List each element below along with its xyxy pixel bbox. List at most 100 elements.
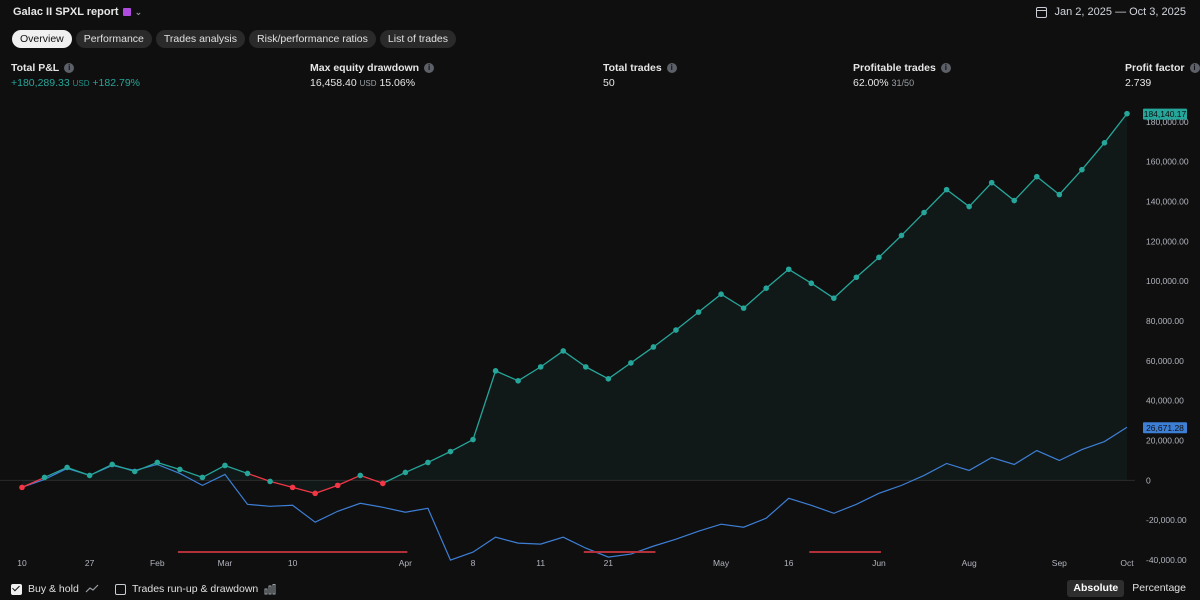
strategy-line-segment xyxy=(1081,142,1105,171)
strategy-line-segment xyxy=(540,350,564,368)
strategy-line-segment xyxy=(878,234,902,258)
report-selector[interactable]: Galac II SPXL report ⌄ xyxy=(13,6,142,18)
metric-total-pnl: Total P&L i +180,289.33 USD +182.79% xyxy=(11,61,140,90)
info-icon[interactable]: i xyxy=(64,62,75,73)
equity-point xyxy=(492,368,499,374)
strategy-line-segment xyxy=(337,474,361,486)
buy-hold-toggle[interactable]: Buy & hold xyxy=(11,583,99,595)
strategy-line-segment xyxy=(292,486,316,494)
equity-point xyxy=(109,461,116,468)
tab-risk-performance[interactable]: Risk/performance ratios xyxy=(249,30,376,48)
metric-unit: USD xyxy=(359,79,377,88)
strategy-line-segment xyxy=(472,370,497,440)
strategy-line-segment xyxy=(653,329,677,348)
info-icon[interactable]: i xyxy=(1189,62,1200,73)
metric-profitable-trades: Profitable trades i 62.00% 31/50 xyxy=(853,61,951,89)
equity-point xyxy=(199,474,206,481)
info-icon[interactable]: i xyxy=(424,62,435,73)
calendar-icon xyxy=(1035,6,1047,18)
y-tick-label: 0 xyxy=(1146,475,1151,485)
metric-label: Total trades xyxy=(603,61,662,74)
strategy-area xyxy=(22,113,1127,494)
x-tick-label: Feb xyxy=(150,558,165,568)
equity-point xyxy=(86,472,93,479)
bar-chart-icon xyxy=(264,583,276,594)
metric-label: Total P&L xyxy=(11,61,60,74)
info-icon[interactable]: i xyxy=(940,62,951,73)
metric-label: Profitable trades xyxy=(853,61,936,74)
x-tick-label: 27 xyxy=(85,558,95,568)
strategy-line-segment xyxy=(382,471,406,484)
chevron-down-icon: ⌄ xyxy=(134,6,143,17)
strategy-line-segment xyxy=(562,350,587,368)
strategy-line-segment xyxy=(269,480,293,488)
equity-point xyxy=(402,469,409,476)
x-tick-label: 16 xyxy=(784,558,794,568)
y-tick-label: 80,000.00 xyxy=(1146,316,1184,326)
date-range-selector[interactable]: Jan 2, 2025 — Oct 3, 2025 xyxy=(1035,6,1186,18)
x-tick-label: Mar xyxy=(218,558,233,568)
equity-point xyxy=(154,459,161,466)
equity-point xyxy=(289,484,296,491)
x-tick-label: 21 xyxy=(604,558,614,568)
runup-label: Trades run-up & drawdown xyxy=(132,583,259,595)
strategy-line-segment xyxy=(855,256,880,278)
equity-point xyxy=(628,360,634,366)
metric-value: 16,458.40 xyxy=(310,77,357,89)
equity-point xyxy=(41,474,48,481)
y-tick-label: -40,000.00 xyxy=(1146,555,1187,565)
equity-point xyxy=(19,484,25,491)
equity-chart[interactable]: 180,000.00 160,000.00 140,000.00 120,000.00… xyxy=(0,98,1200,576)
absolute-button[interactable]: Absolute xyxy=(1067,580,1125,597)
x-tick-label: Oct xyxy=(1120,558,1134,568)
equity-point xyxy=(650,344,657,350)
strategy-line-segment xyxy=(833,276,857,299)
equity-point xyxy=(988,179,995,186)
equity-point xyxy=(447,448,454,455)
strategy-line-segment xyxy=(314,484,338,494)
runup-drawdown-toggle[interactable]: Trades run-up & drawdown xyxy=(115,583,276,595)
info-icon[interactable]: i xyxy=(666,62,677,73)
equity-point xyxy=(357,472,364,479)
percentage-button[interactable]: Percentage xyxy=(1132,582,1186,594)
strategy-line-segment xyxy=(923,189,948,213)
strategy-line-segment xyxy=(134,461,158,473)
strategy-line-segment xyxy=(360,474,384,485)
metric-label: Max equity drawdown xyxy=(310,61,420,74)
y-tick-label: 160,000.00 xyxy=(1146,157,1189,167)
x-tick-label: Jun xyxy=(872,558,886,568)
report-tabs: Overview Performance Trades analysis Ris… xyxy=(12,30,457,48)
checkbox-checked-icon[interactable] xyxy=(11,583,22,595)
equity-point xyxy=(1033,173,1040,180)
x-tick-label: 11 xyxy=(536,558,545,568)
strategy-line-segment xyxy=(202,464,226,478)
checkbox-unchecked-icon[interactable] xyxy=(115,583,126,595)
metric-value: 50 xyxy=(603,77,615,89)
equity-point xyxy=(921,209,927,216)
equity-point xyxy=(740,305,747,311)
strategy-line-segment xyxy=(1058,169,1083,196)
footer-bar: Buy & hold Trades run-up & drawdown Abso… xyxy=(0,578,1200,600)
tab-performance[interactable]: Performance xyxy=(75,30,152,48)
equity-point xyxy=(515,378,521,384)
y-tick-label: 100,000.00 xyxy=(1146,276,1189,286)
strategy-line-segment xyxy=(179,468,203,479)
tab-overview[interactable]: Overview xyxy=(12,30,72,48)
equity-point xyxy=(582,364,589,370)
y-tick-label: 140,000.00 xyxy=(1146,197,1189,207)
last-value-label: 184,140.17 xyxy=(1144,109,1187,119)
metric-profit-factor: Profit factor i 2.739 xyxy=(1125,61,1200,89)
equity-point xyxy=(1056,191,1063,198)
equity-point xyxy=(876,254,882,261)
strategy-line-segment xyxy=(157,461,181,471)
metric-value: 62.00% xyxy=(853,77,889,89)
tab-list-of-trades[interactable]: List of trades xyxy=(379,30,457,48)
equity-point xyxy=(177,466,183,473)
strategy-line-segment xyxy=(112,463,135,473)
x-tick-label: Apr xyxy=(399,558,412,568)
scale-toggle: Absolute Percentage xyxy=(1067,580,1192,597)
strategy-line-segment xyxy=(405,461,429,474)
metric-total-trades: Total trades i 50 xyxy=(603,61,677,89)
equity-point xyxy=(380,480,386,487)
tab-trades-analysis[interactable]: Trades analysis xyxy=(155,30,246,48)
